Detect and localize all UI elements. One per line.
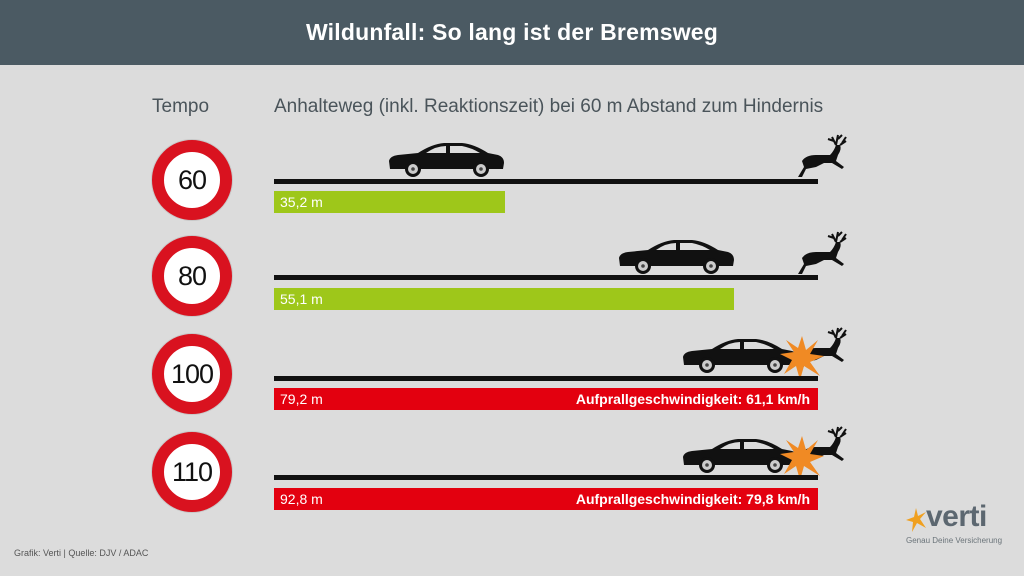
car-icon [386,141,506,177]
deer-icon [794,230,848,278]
verti-star-icon [906,508,926,532]
distance-bar: 55,1 m [274,288,734,310]
distance-label: 92,8 m [280,491,323,507]
distance-label: 79,2 m [280,391,323,407]
speed-value: 80 [177,260,207,291]
verti-logo: verti Genau Deine Versicherung [904,500,1014,550]
speed-limit-sign-icon: 110 [152,432,232,512]
impact-speed-label: Aufprallgeschwindigkeit: 79,8 km/h [575,491,810,507]
impact-speed-label: Aufprallgeschwindigkeit: 61,1 km/h [575,391,810,407]
speed-limit-sign-icon: 100 [152,334,232,414]
impact-burst-icon [780,436,824,480]
logo-tagline: Genau Deine Versicherung [906,536,1003,545]
distance-bar: 35,2 m [274,191,505,213]
road-line [274,275,818,280]
road-line [274,376,818,381]
speed-limit-sign-icon: 60 [152,140,232,220]
distance-label: 35,2 m [280,194,323,210]
road-line [274,179,818,184]
page-title: Wildunfall: So lang ist der Bremsweg [305,19,719,45]
distance-bar: 79,2 m Aufprallgeschwindigkeit: 61,1 km/… [274,388,818,410]
impact-burst-icon [780,336,824,380]
car-icon [616,238,736,274]
title-banner: Wildunfall: So lang ist der Bremsweg [0,0,1024,65]
distance-column-header: Anhalteweg (inkl. Reaktionszeit) bei 60 … [274,96,824,117]
tempo-column-header: Tempo [152,96,210,117]
distance-bar: 92,8 m Aufprallgeschwindigkeit: 79,8 km/… [274,488,818,510]
distance-label: 55,1 m [280,291,323,307]
speed-value: 100 [170,358,214,389]
road-line [274,475,818,480]
speed-value: 60 [177,164,207,195]
source-credit: Grafik: Verti | Quelle: DJV / ADAC [14,548,149,558]
deer-icon [794,133,848,181]
logo-wordmark: verti [926,500,987,533]
speed-value: 110 [171,456,213,487]
speed-limit-sign-icon: 80 [152,236,232,316]
